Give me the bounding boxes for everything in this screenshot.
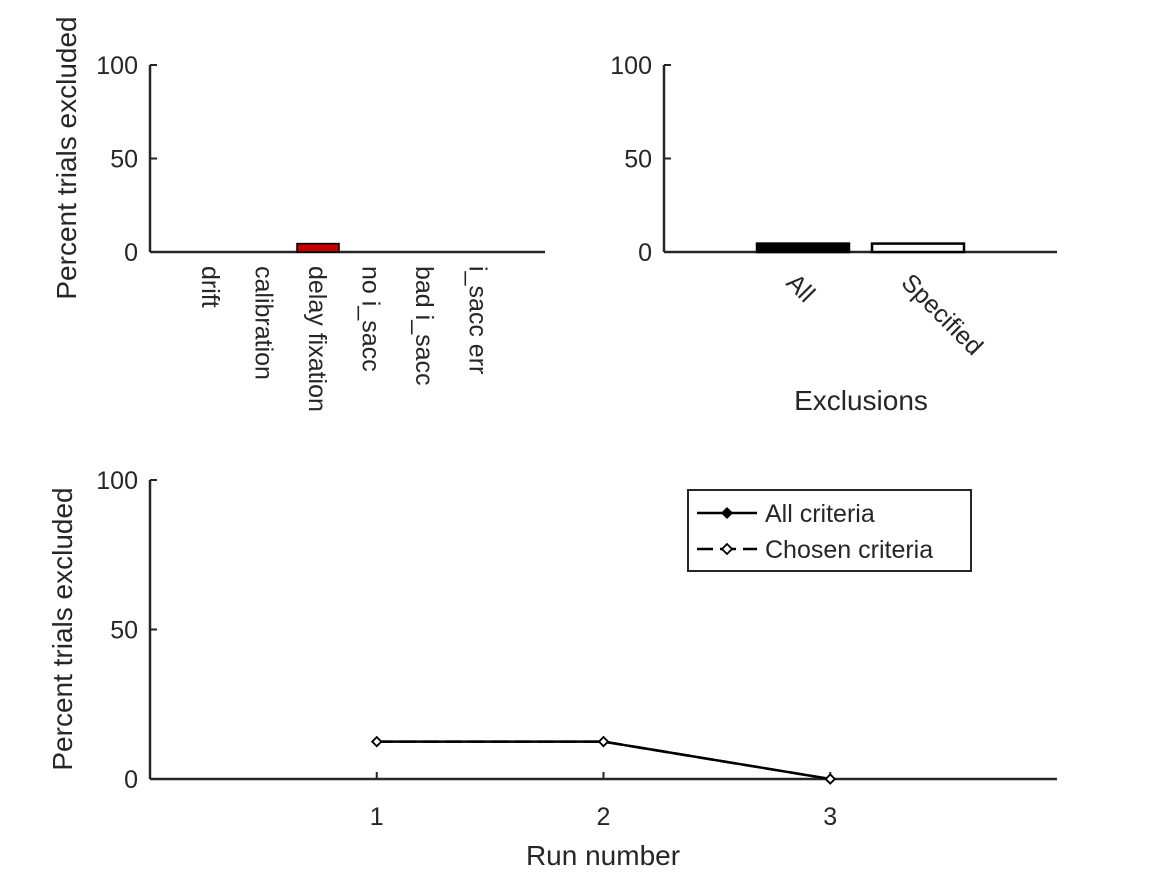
legend-marker-chosen <box>720 542 734 556</box>
p3-point-1 <box>597 735 610 748</box>
legend-box <box>687 489 972 572</box>
p2-ytick-label: 50 <box>110 617 138 645</box>
p1-xtick-label: calibration <box>250 266 278 380</box>
panel-1: 0 50 100 drift calibration delay fixation no … <box>51 16 545 412</box>
p3-xtick-label: 1 <box>370 803 384 831</box>
panel-2: 0 50 100 All Specified Exclusions <box>610 52 1057 416</box>
p1-xtick-label: bad i_sacc <box>410 266 438 386</box>
p3-xtick-label: 3 <box>823 803 837 831</box>
legend-label-chosen: Chosen criteria <box>765 536 933 564</box>
p3-xtick-label: 2 <box>597 803 611 831</box>
p3-x-label: Run number <box>526 840 680 871</box>
p3-point-1 <box>824 773 837 785</box>
p2-ytick-label: 0 <box>124 766 138 794</box>
p1-xtick-label: drift <box>196 266 224 308</box>
p1-ytick-label: 0 <box>638 239 652 267</box>
p0-ytick-label: 50 <box>110 146 138 174</box>
p1-xtick-label: delay fixation <box>303 266 331 412</box>
p1-y-label: Percent trials excluded <box>51 16 82 299</box>
panel-3: 0 50 100 1 2 3 Run number Percent trials exc… <box>47 467 1057 871</box>
p3-legend: All criteria Chosen criteria <box>687 489 972 572</box>
p2-xtick-label: Specified <box>896 268 989 361</box>
p0-ytick-label: 100 <box>96 52 138 80</box>
p3-series-line-1 <box>376 740 831 781</box>
p1-ytick-label: 50 <box>624 146 652 174</box>
p3-y-label: Percent trials excluded <box>47 487 78 770</box>
p2-bar <box>870 242 966 254</box>
p1-xtick-label: i_sacc err <box>464 266 492 374</box>
legend-marker-all <box>720 506 734 520</box>
p2-bar <box>755 242 851 254</box>
p0-ytick-label: 0 <box>124 239 138 267</box>
p1-ytick-label: 100 <box>610 52 652 80</box>
p2-x-label: Exclusions <box>794 385 928 416</box>
p2-xtick-label: All <box>781 268 820 307</box>
p1-xtick-label: no i_sacc <box>357 266 385 372</box>
p3-point-1 <box>370 735 383 748</box>
p1-bar <box>296 242 340 253</box>
legend-label-all: All criteria <box>765 500 875 528</box>
p2-ytick-label: 100 <box>96 467 138 495</box>
